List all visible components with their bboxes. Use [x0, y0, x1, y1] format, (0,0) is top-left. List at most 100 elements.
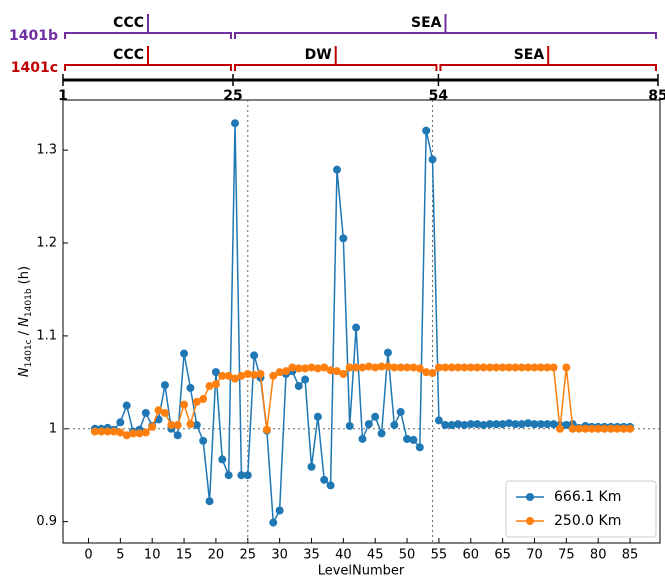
data-point [332, 367, 341, 376]
data-point [536, 420, 545, 429]
bracket-label: 1401b [9, 28, 58, 44]
data-point [575, 424, 584, 433]
data-point [415, 364, 424, 373]
data-point [600, 424, 609, 433]
data-point [460, 421, 469, 430]
data-point [192, 421, 201, 430]
data-point [90, 427, 99, 436]
data-point [307, 462, 316, 471]
data-point [562, 421, 571, 430]
data-point [562, 363, 571, 372]
data-point [250, 351, 259, 360]
data-point [530, 363, 539, 372]
y-tick-label: 1.3 [36, 143, 57, 158]
data-point [364, 362, 373, 371]
data-point [594, 424, 603, 433]
x-axis-label: LevelNumber [318, 564, 405, 578]
data-point [301, 364, 310, 373]
data-point [606, 424, 615, 433]
data-point [441, 421, 450, 430]
x-tick-label: 85 [622, 548, 639, 563]
data-point [294, 382, 303, 391]
data-point [186, 383, 195, 392]
data-point [326, 366, 335, 375]
x-tick-label: 75 [558, 548, 575, 563]
data-point [243, 471, 252, 480]
data-point [116, 418, 125, 427]
data-point [530, 420, 539, 429]
legend-label: 666.1 Km [554, 489, 621, 505]
data-point [218, 371, 227, 380]
data-point [498, 363, 507, 372]
y-tick-label: 1.1 [36, 328, 57, 343]
x-tick-label: 65 [494, 548, 511, 563]
data-point [358, 363, 367, 372]
x-tick-label: 15 [176, 548, 193, 563]
data-point [154, 406, 163, 415]
top-tick-label: 25 [223, 88, 242, 104]
data-point [167, 421, 176, 430]
bracket [234, 64, 438, 71]
data-point [122, 431, 131, 440]
data-point [192, 397, 201, 406]
bracket [64, 64, 232, 71]
data-point [466, 363, 475, 372]
data-point [485, 420, 494, 429]
y-tick-label: 1.2 [36, 236, 57, 251]
data-point [485, 363, 494, 372]
data-point [186, 420, 195, 429]
data-point [396, 363, 405, 372]
data-point [141, 408, 150, 417]
x-tick-label: 50 [399, 548, 416, 563]
data-point [396, 408, 405, 417]
data-point [180, 400, 189, 409]
data-point [122, 401, 131, 410]
series-line [94, 123, 631, 526]
data-point [256, 369, 265, 378]
data-point [320, 475, 329, 484]
y-axis-label-part: 1401c [24, 339, 34, 367]
data-point [447, 421, 456, 430]
x-tick-label: 40 [335, 548, 352, 563]
data-point [237, 471, 246, 480]
data-point [587, 424, 596, 433]
data-point [581, 424, 590, 433]
top-tick-label: 1 [58, 88, 68, 104]
data-point [454, 420, 463, 429]
x-tick-label: 45 [367, 548, 384, 563]
data-point [428, 155, 437, 164]
data-point [447, 363, 456, 372]
legend-marker [526, 493, 534, 501]
plot-frame [62, 99, 661, 544]
data-point [377, 429, 386, 438]
data-point [543, 363, 552, 372]
data-point [517, 420, 526, 429]
y-axis-label-part: (h) [17, 266, 32, 289]
data-point [231, 374, 240, 383]
data-point [116, 428, 125, 437]
data-point [390, 421, 399, 430]
data-point [377, 362, 386, 371]
data-point [479, 421, 488, 430]
data-point [524, 363, 533, 372]
data-point [619, 424, 628, 433]
data-point [148, 422, 157, 431]
data-point [205, 497, 214, 506]
data-point [109, 427, 118, 436]
data-point [332, 165, 341, 174]
y-tick-label: 0.9 [36, 514, 57, 529]
data-point [269, 518, 278, 527]
data-point [555, 424, 564, 433]
data-point [218, 455, 227, 464]
x-tick-label: 5 [116, 548, 124, 563]
data-point [434, 416, 443, 425]
data-point [364, 420, 373, 429]
data-point [549, 420, 558, 429]
data-point [313, 412, 322, 421]
data-point [473, 420, 482, 429]
data-point [434, 363, 443, 372]
legend-marker [526, 517, 534, 525]
data-point [211, 368, 220, 377]
data-point [224, 371, 233, 380]
data-point [466, 420, 475, 429]
